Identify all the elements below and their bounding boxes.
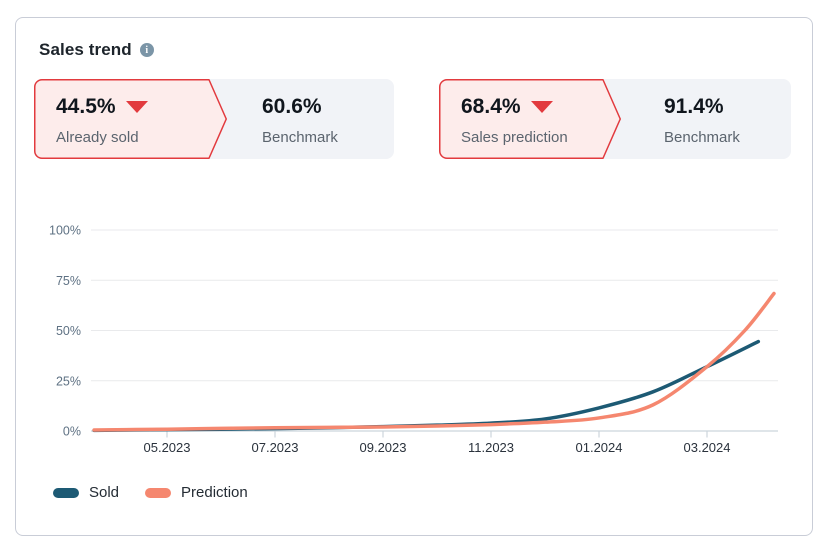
kpi-arrow-shape: [439, 79, 621, 159]
x-tick-label: 09.2023: [360, 440, 407, 455]
chart-canvas: 100% 75% 50% 25% 0% 05.2023 07.2023 09.2023 11.2…: [49, 224, 778, 455]
legend-item-prediction[interactable]: Prediction: [145, 484, 248, 501]
y-tick-label: 25%: [56, 374, 81, 388]
kpi-arrow-shape: [34, 79, 227, 159]
benchmark-label: Benchmark: [664, 129, 740, 146]
legend-label: Prediction: [181, 484, 248, 501]
kpi-label: Already sold: [56, 129, 139, 146]
kpi-banner-sales-prediction: 68.4% Sales prediction 91.4% Benchmark: [439, 79, 791, 159]
benchmark-value: 91.4%: [664, 95, 724, 118]
chart-legend: Sold Prediction: [53, 484, 248, 501]
y-tick-label: 50%: [56, 324, 81, 338]
card-header: Sales trend i: [39, 40, 154, 60]
legend-item-sold[interactable]: Sold: [53, 484, 119, 501]
x-tick-label: 01.2024: [576, 440, 623, 455]
benchmark-value: 60.6%: [262, 95, 322, 118]
prediction-swatch: [145, 487, 172, 498]
y-tick-label: 100%: [49, 224, 81, 238]
sold-swatch: [53, 487, 79, 498]
sales-trend-card: Sales trend i 44.5% Already sold 60.6% B…: [15, 17, 813, 536]
trend-down-icon: [530, 101, 553, 113]
page-title: Sales trend: [39, 40, 132, 59]
kpi-value: 44.5%: [56, 95, 116, 118]
x-tick-label: 11.2023: [468, 440, 514, 455]
x-tick-label: 07.2023: [252, 440, 299, 455]
benchmark-label: Benchmark: [262, 129, 338, 146]
series-line-sold: [92, 339, 761, 433]
legend-label: Sold: [89, 484, 120, 501]
x-tick-label: 05.2023: [144, 440, 191, 455]
trend-down-icon: [125, 101, 148, 113]
sales-trend-chart: 100% 75% 50% 25% 0% 05.2023 07.2023 09.2023 11.2…: [34, 211, 791, 463]
y-tick-label: 75%: [56, 274, 81, 288]
kpi-label: Sales prediction: [461, 129, 568, 146]
kpi-value: 68.4%: [461, 95, 521, 118]
y-tick-label: 0%: [63, 425, 81, 439]
series-line-prediction: [92, 291, 776, 432]
kpi-banner-already-sold: 44.5% Already sold 60.6% Benchmark: [34, 79, 394, 159]
info-icon[interactable]: i: [139, 43, 154, 57]
x-tick-label: 03.2024: [684, 440, 731, 455]
